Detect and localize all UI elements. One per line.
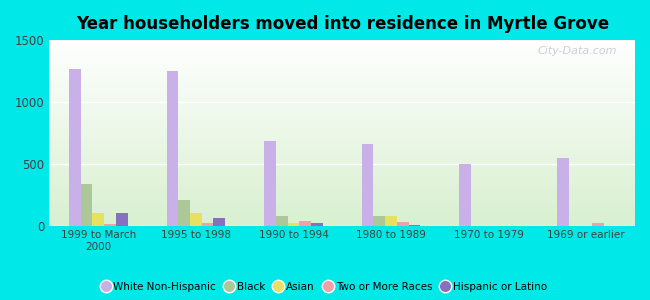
Bar <box>299 220 311 226</box>
Bar <box>397 222 409 226</box>
Bar <box>202 223 213 226</box>
Title: Year householders moved into residence in Myrtle Grove: Year householders moved into residence i… <box>75 15 609 33</box>
Bar <box>178 200 190 226</box>
Bar <box>81 184 92 226</box>
Bar <box>460 164 471 226</box>
Bar <box>362 144 374 226</box>
Bar <box>104 224 116 226</box>
Bar <box>213 218 225 226</box>
Bar <box>276 216 287 226</box>
Text: City-Data.com: City-Data.com <box>538 46 617 56</box>
Bar <box>190 213 202 226</box>
Bar <box>557 158 569 226</box>
Bar <box>385 216 397 226</box>
Bar <box>264 141 276 226</box>
Bar <box>287 223 299 226</box>
Bar <box>311 223 323 226</box>
Bar <box>592 223 604 226</box>
Bar <box>116 213 127 226</box>
Bar <box>409 225 421 226</box>
Bar <box>374 216 385 226</box>
Bar <box>69 69 81 226</box>
Legend: White Non-Hispanic, Black, Asian, Two or More Races, Hispanic or Latino: White Non-Hispanic, Black, Asian, Two or… <box>100 278 550 295</box>
Bar <box>92 213 104 226</box>
Bar <box>166 71 178 226</box>
